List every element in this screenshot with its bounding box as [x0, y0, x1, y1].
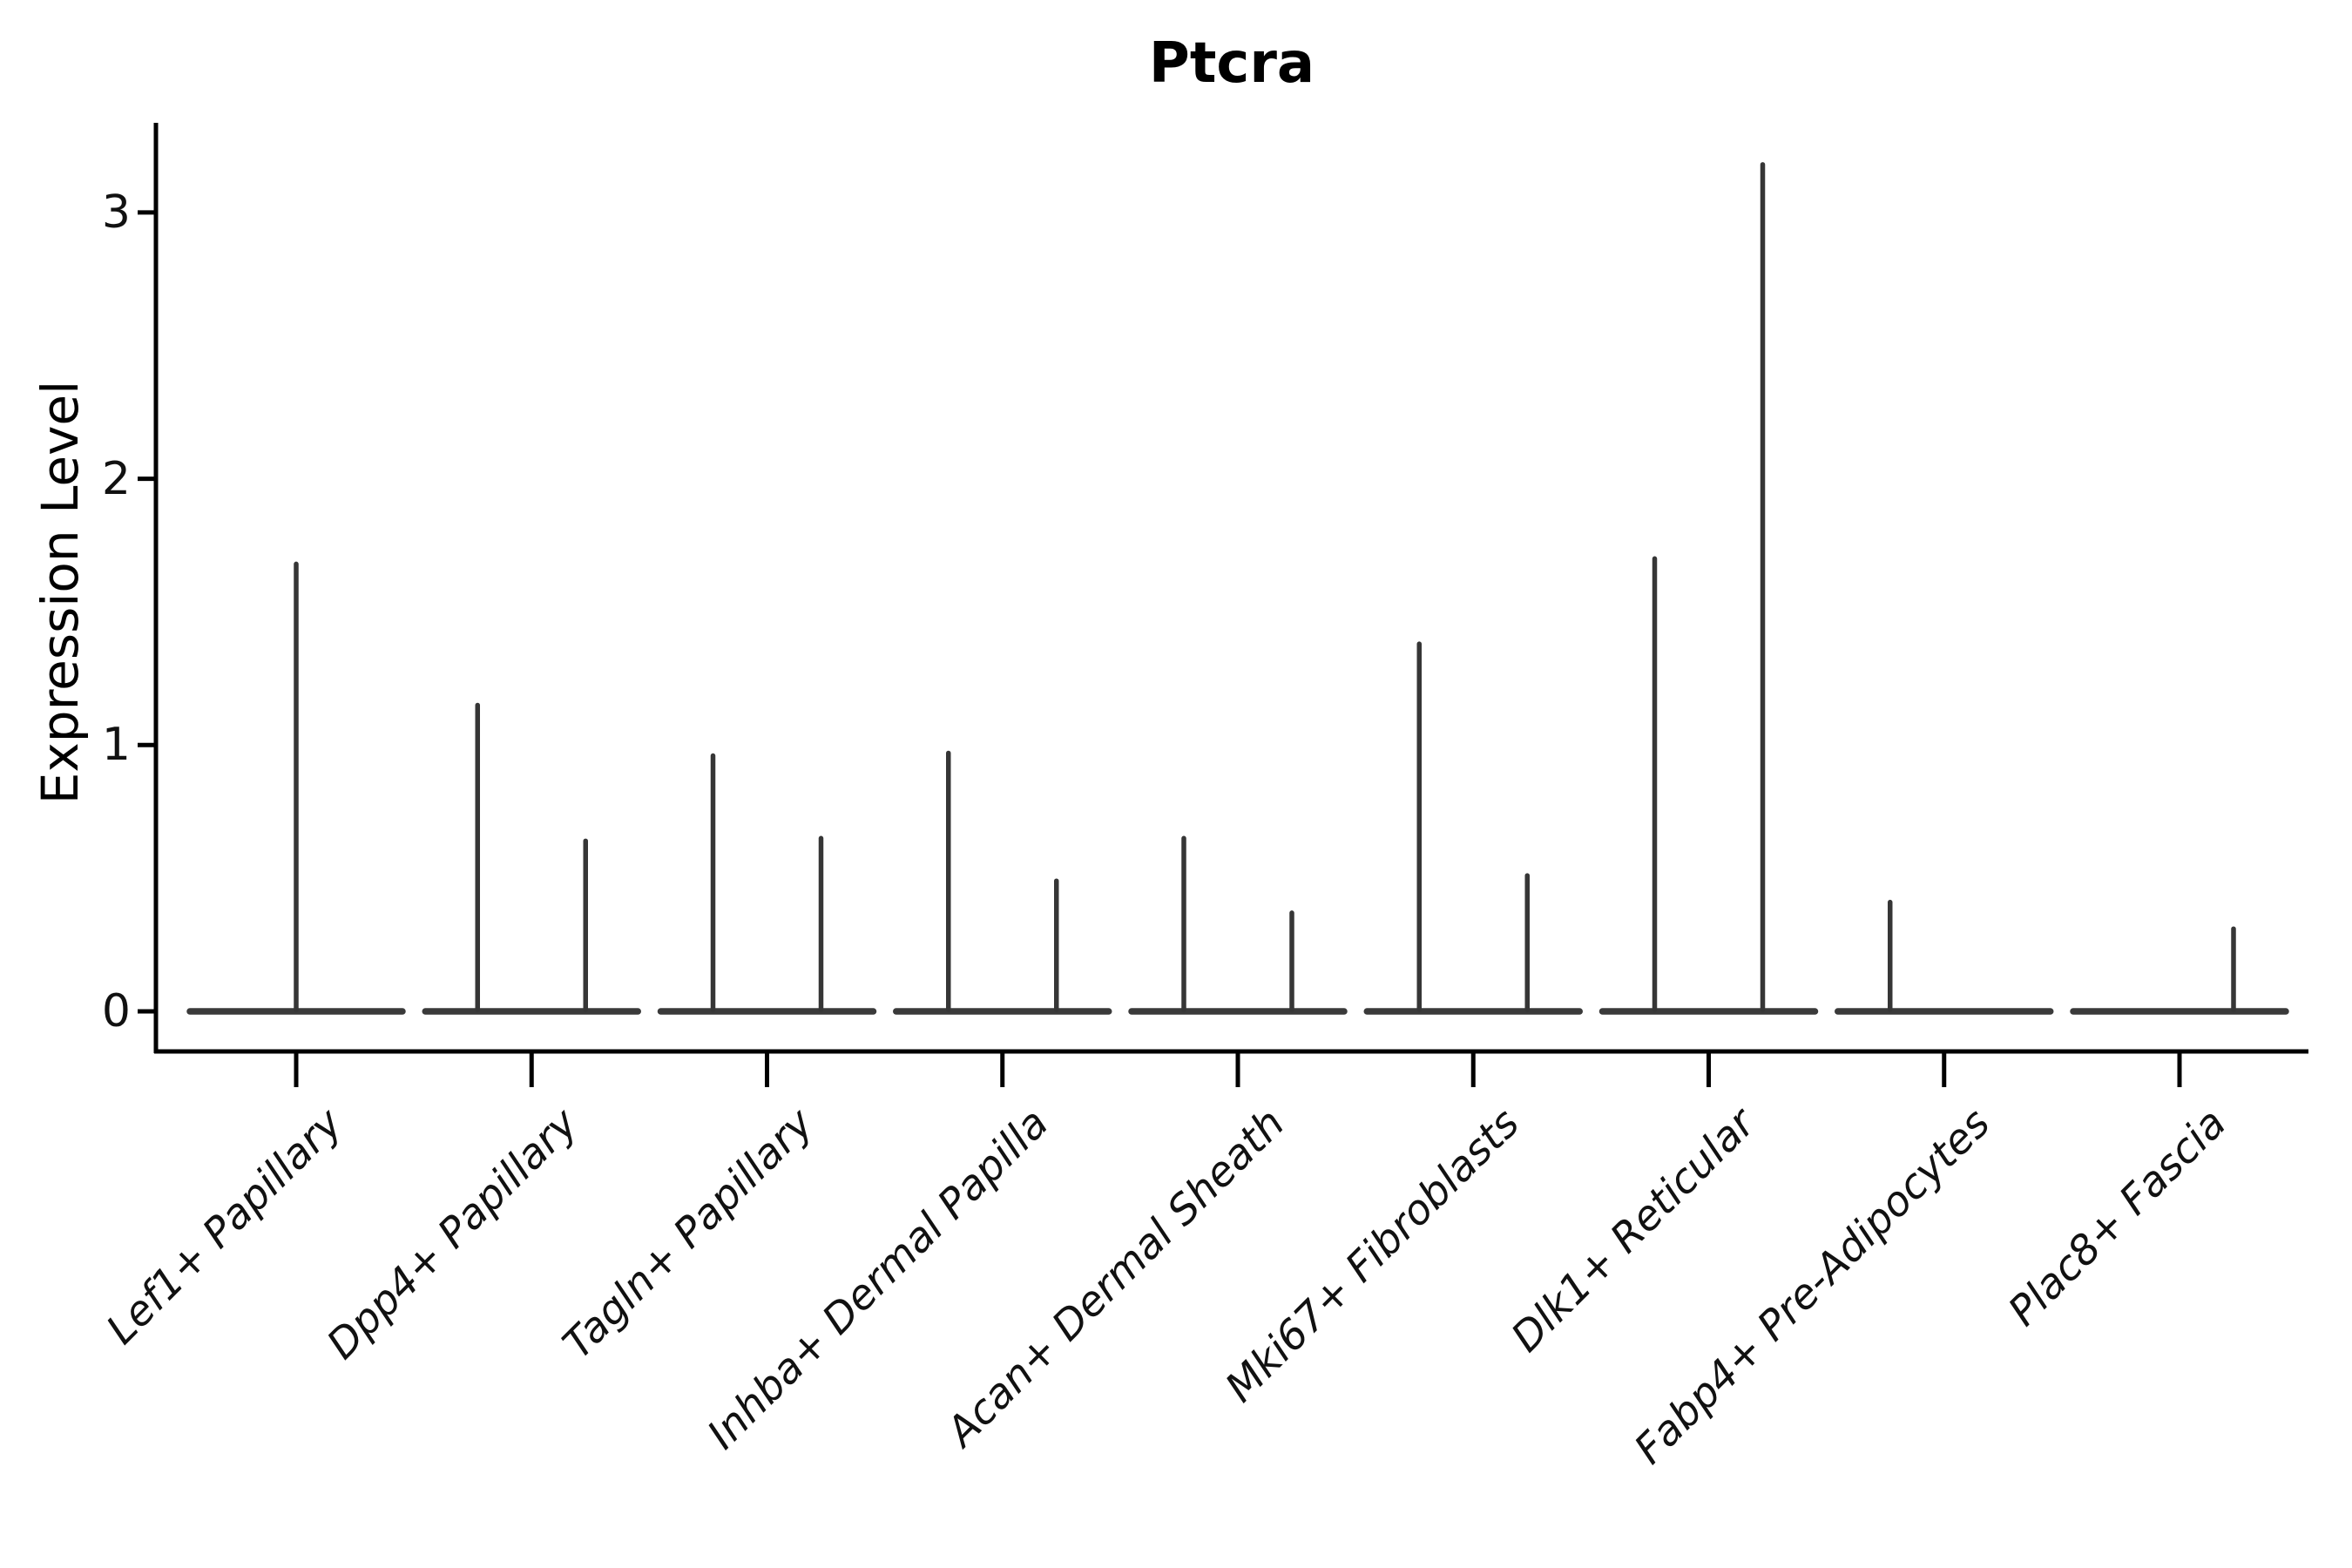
y-tick-label-2: 2	[101, 452, 131, 505]
y-tick-label-3: 3	[101, 186, 131, 239]
y-tick-label-1: 1	[101, 719, 131, 772]
chart-title: Ptcra	[1148, 31, 1315, 96]
y-tick-label-0: 0	[101, 985, 131, 1037]
